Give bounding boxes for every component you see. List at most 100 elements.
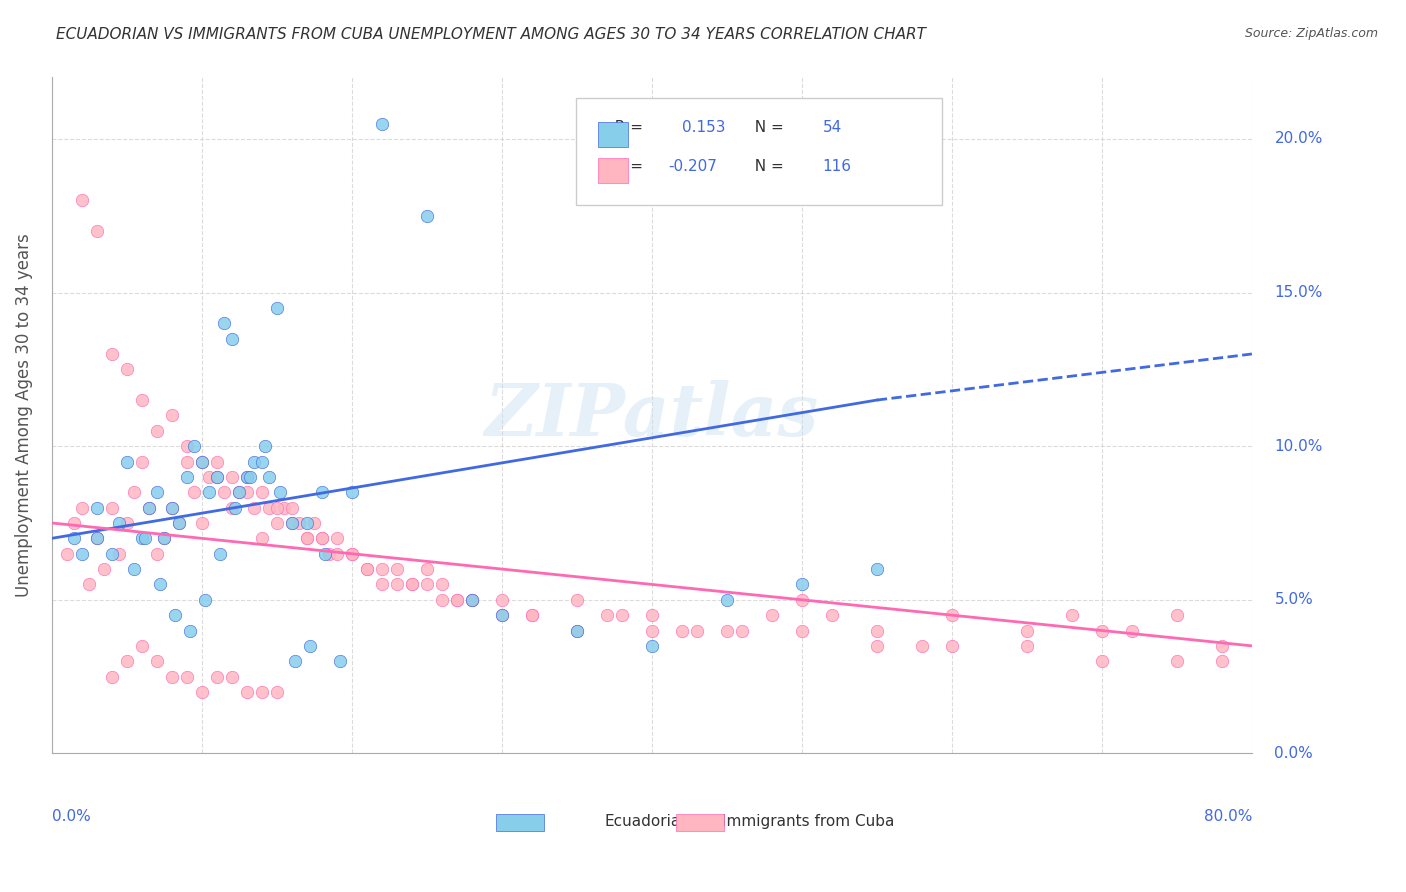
- Point: [326, 532, 349, 546]
- Point: [131, 454, 153, 468]
- Point: [194, 592, 217, 607]
- Point: [761, 608, 783, 623]
- Point: [228, 485, 250, 500]
- Point: [295, 532, 318, 546]
- Point: [281, 516, 304, 530]
- Point: [266, 685, 288, 699]
- Bar: [676, 814, 724, 831]
- Bar: [496, 814, 544, 831]
- Point: [716, 592, 738, 607]
- Point: [250, 454, 273, 468]
- Point: [163, 608, 186, 623]
- Point: [86, 500, 108, 515]
- Point: [461, 592, 484, 607]
- Point: [70, 194, 93, 208]
- Point: [108, 516, 131, 530]
- Point: [250, 532, 273, 546]
- Point: [153, 532, 176, 546]
- Point: [100, 500, 122, 515]
- Point: [176, 670, 198, 684]
- Point: [160, 500, 183, 515]
- Point: [941, 608, 963, 623]
- Point: [86, 224, 108, 238]
- Point: [145, 654, 167, 668]
- Point: [205, 670, 228, 684]
- Point: [686, 624, 709, 638]
- Point: [224, 500, 246, 515]
- Point: [340, 547, 363, 561]
- Point: [183, 485, 205, 500]
- Point: [236, 470, 259, 484]
- Text: 20.0%: 20.0%: [1274, 131, 1323, 146]
- Point: [821, 608, 844, 623]
- Point: [134, 532, 156, 546]
- Point: [160, 500, 183, 515]
- Point: [790, 577, 813, 591]
- Point: [122, 485, 145, 500]
- Point: [1060, 608, 1083, 623]
- Point: [520, 608, 543, 623]
- Point: [416, 562, 439, 576]
- Point: [941, 639, 963, 653]
- Point: [77, 577, 100, 591]
- Point: [461, 592, 484, 607]
- Point: [160, 670, 183, 684]
- Point: [63, 516, 86, 530]
- Point: [565, 592, 588, 607]
- Text: R =: R =: [605, 159, 643, 174]
- Point: [1211, 639, 1233, 653]
- Point: [176, 439, 198, 453]
- Point: [491, 592, 513, 607]
- Point: [176, 470, 198, 484]
- Text: Ecuadorians: Ecuadorians: [605, 814, 699, 830]
- Point: [520, 608, 543, 623]
- Point: [1015, 624, 1038, 638]
- Point: [259, 500, 281, 515]
- Point: [214, 316, 236, 330]
- Point: [304, 516, 326, 530]
- Point: [446, 592, 468, 607]
- Point: [790, 592, 813, 607]
- Point: [131, 639, 153, 653]
- Point: [641, 639, 664, 653]
- Point: [169, 516, 191, 530]
- Point: [281, 500, 304, 515]
- Point: [115, 454, 138, 468]
- Point: [266, 516, 288, 530]
- Point: [191, 685, 214, 699]
- Point: [160, 409, 183, 423]
- Point: [356, 562, 378, 576]
- Text: 0.153: 0.153: [682, 120, 725, 136]
- Point: [205, 470, 228, 484]
- Point: [371, 577, 394, 591]
- Point: [866, 562, 889, 576]
- Point: [253, 439, 276, 453]
- Point: [326, 547, 349, 561]
- Point: [138, 500, 160, 515]
- Point: [401, 577, 423, 591]
- Point: [790, 624, 813, 638]
- Point: [266, 500, 288, 515]
- Point: [911, 639, 934, 653]
- Point: [610, 608, 633, 623]
- Point: [416, 209, 439, 223]
- Point: [208, 547, 231, 561]
- Point: [273, 500, 295, 515]
- Point: [866, 624, 889, 638]
- Point: [416, 577, 439, 591]
- Point: [115, 516, 138, 530]
- Point: [446, 592, 468, 607]
- Point: [311, 485, 333, 500]
- Point: [214, 485, 236, 500]
- Point: [1166, 654, 1188, 668]
- Point: [145, 547, 167, 561]
- Point: [340, 547, 363, 561]
- Point: [461, 592, 484, 607]
- Text: 0.0%: 0.0%: [52, 809, 90, 823]
- Text: 80.0%: 80.0%: [1204, 809, 1251, 823]
- Point: [298, 639, 321, 653]
- Point: [385, 562, 408, 576]
- Point: [149, 577, 172, 591]
- Text: 10.0%: 10.0%: [1274, 439, 1323, 454]
- Point: [179, 624, 201, 638]
